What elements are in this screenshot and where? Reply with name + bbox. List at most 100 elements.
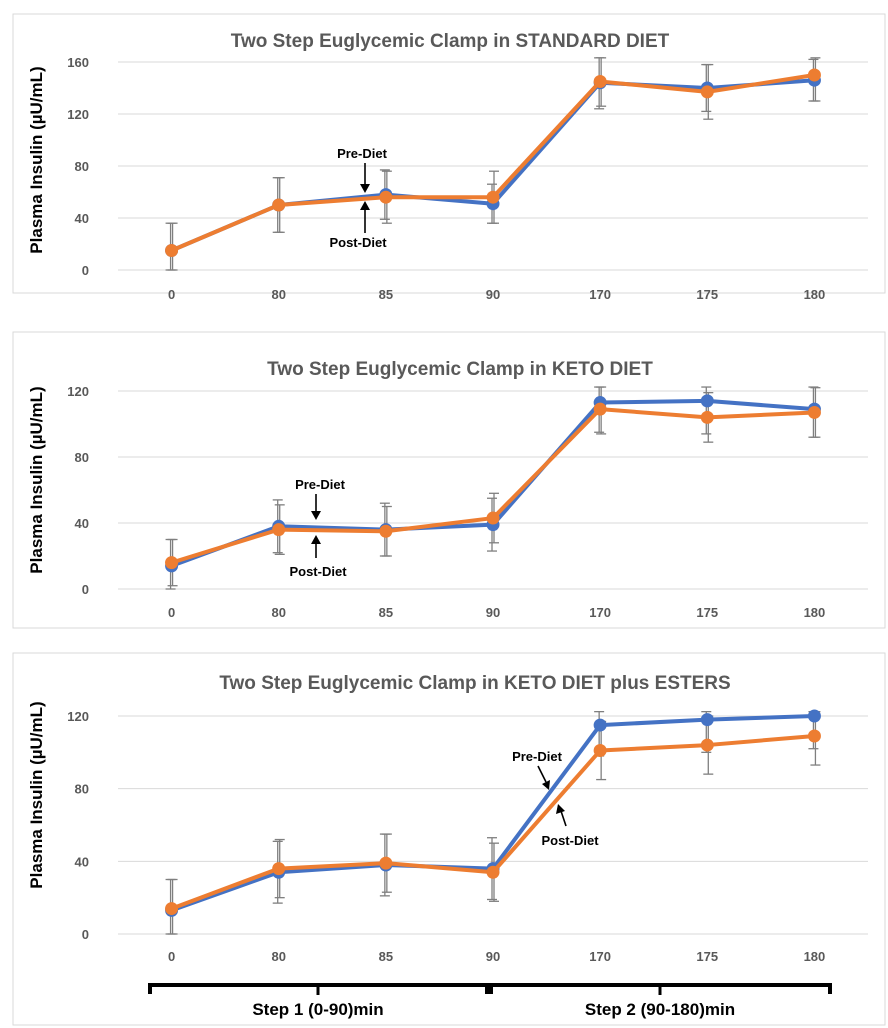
annotation-post-diet: Post-Diet [541, 804, 599, 848]
x-tick-label: 170 [589, 949, 611, 964]
arrowhead-icon [542, 780, 550, 790]
y-tick-label: 40 [75, 854, 89, 869]
up-left-arrow-icon [560, 810, 567, 827]
annotation-post-diet: Post-Diet [329, 201, 387, 250]
data-point [272, 198, 286, 212]
y-tick-label: 40 [75, 516, 89, 531]
data-point [807, 405, 821, 419]
y-ticks: 0 40 80 120 [67, 384, 89, 597]
data-point [593, 402, 607, 416]
x-tick-label: 80 [271, 605, 285, 620]
x-tick-label: 180 [804, 949, 826, 964]
data-point [486, 511, 500, 525]
data-point [379, 524, 393, 538]
x-tick-label: 85 [379, 949, 393, 964]
data-point [807, 729, 821, 743]
step-1-bracket: Step 1 (0-90)min [148, 983, 489, 1019]
x-tick-label: 85 [379, 605, 393, 620]
down-left-arrow-icon [537, 765, 547, 783]
data-point [593, 75, 607, 88]
panel-standard-diet: Two Step Euglycemic Clamp in STANDARD DI… [12, 13, 886, 302]
data-point [700, 85, 714, 99]
annotation-post-diet-label: Post-Diet [289, 564, 347, 579]
y-tick-label: 0 [82, 263, 89, 278]
y-axis-label: Plasma Insulin (µU/mL) [27, 701, 46, 888]
x-tick-label: 170 [589, 605, 611, 620]
chart-title: Two Step Euglycemic Clamp in KETO DIET p… [219, 673, 730, 694]
data-point [700, 713, 714, 727]
y-axis-label: Plasma Insulin (µU/mL) [27, 386, 46, 573]
data-point [807, 68, 821, 82]
panel-border [12, 652, 886, 1026]
y-tick-label: 120 [67, 107, 89, 122]
y-tick-label: 160 [67, 55, 89, 70]
arrowhead-icon [311, 511, 321, 520]
panel-border [12, 331, 886, 629]
y-tick-label: 0 [82, 927, 89, 942]
annotation-post-diet-label: Post-Diet [541, 833, 599, 848]
step-1-label: Step 1 (0-90)min [252, 1000, 383, 1019]
x-tick-label: 175 [696, 949, 718, 964]
y-ticks: 0 40 80 120 [67, 709, 89, 942]
data-point [272, 862, 286, 876]
data-point [700, 738, 714, 752]
data-point [379, 856, 393, 870]
step-2-label: Step 2 (90-180)min [585, 1000, 735, 1019]
x-ticks: 0 80 85 90 170 175 180 [168, 287, 825, 302]
data-point [700, 410, 714, 424]
annotation-pre-diet-label: Pre-Diet [512, 749, 563, 764]
x-tick-label: 170 [589, 287, 611, 302]
annotation-pre-diet-label: Pre-Diet [295, 477, 346, 492]
arrowhead-icon [556, 804, 565, 814]
data-point [593, 718, 607, 732]
chart-title: Two Step Euglycemic Clamp in KETO DIET [267, 359, 653, 380]
arrowhead-icon [311, 535, 321, 544]
x-tick-label: 0 [168, 605, 175, 620]
data-point [272, 523, 286, 537]
x-tick-label: 175 [696, 605, 718, 620]
annotation-pre-diet-label: Pre-Diet [337, 146, 388, 161]
x-tick-label: 90 [486, 287, 500, 302]
x-ticks: 0 80 85 90 170 175 180 [168, 605, 825, 620]
x-tick-label: 85 [379, 287, 393, 302]
data-point [379, 190, 393, 204]
annotation-post-diet: Post-Diet [289, 535, 347, 579]
data-point [807, 709, 821, 723]
step-2-bracket: Step 2 (90-180)min [489, 983, 832, 1019]
y-tick-label: 40 [75, 211, 89, 226]
y-tick-label: 120 [67, 384, 89, 399]
arrowhead-icon [360, 184, 370, 193]
x-ticks: 0 80 85 90 170 175 180 [168, 949, 825, 964]
data-point [486, 865, 500, 879]
panel-keto-diet: Two Step Euglycemic Clamp in KETO DIET P… [12, 331, 886, 629]
plot-area [118, 386, 868, 590]
annotation-pre-diet: Pre-Diet [512, 749, 563, 790]
data-point [165, 556, 179, 570]
x-tick-label: 175 [696, 287, 718, 302]
chart-title: Two Step Euglycemic Clamp in STANDARD DI… [231, 31, 670, 52]
arrowhead-icon [360, 201, 370, 210]
plot-area [118, 709, 868, 935]
x-tick-label: 90 [486, 605, 500, 620]
y-axis-label: Plasma Insulin (µU/mL) [27, 66, 46, 253]
plot-area [118, 57, 868, 271]
y-tick-label: 80 [75, 159, 89, 174]
x-tick-label: 0 [168, 287, 175, 302]
y-tick-label: 0 [82, 582, 89, 597]
x-tick-label: 180 [804, 605, 826, 620]
data-point [486, 190, 500, 204]
x-tick-label: 80 [271, 287, 285, 302]
data-point [165, 902, 179, 916]
x-tick-label: 80 [271, 949, 285, 964]
panel-keto-diet-plus-esters: Two Step Euglycemic Clamp in KETO DIET p… [12, 652, 886, 1026]
annotation-pre-diet: Pre-Diet [337, 146, 388, 193]
x-tick-label: 0 [168, 949, 175, 964]
x-tick-label: 180 [804, 287, 826, 302]
annotation-pre-diet: Pre-Diet [295, 477, 346, 520]
data-point [593, 744, 607, 758]
annotation-post-diet-label: Post-Diet [329, 235, 387, 250]
y-tick-label: 80 [75, 450, 89, 465]
y-ticks: 0 40 80 120 160 [67, 55, 89, 278]
panel-border [12, 13, 886, 294]
